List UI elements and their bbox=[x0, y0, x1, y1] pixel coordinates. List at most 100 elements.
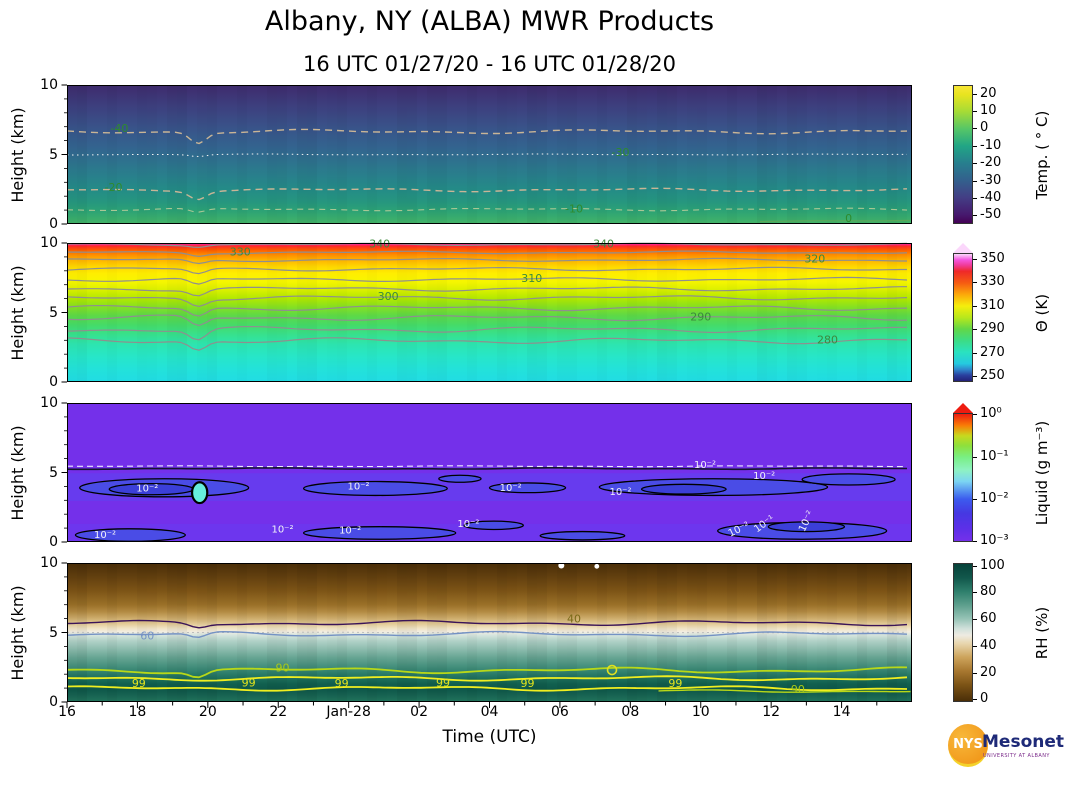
x-tick-label: 18 bbox=[128, 704, 147, 720]
cloud-dot bbox=[594, 563, 600, 569]
colorbar-tick-mark bbox=[973, 376, 977, 378]
liquid-blob bbox=[463, 520, 524, 531]
y-tick-label: 10 bbox=[40, 555, 58, 571]
colorbar-tick-label: 0 bbox=[980, 120, 989, 136]
logo-circle: NYS bbox=[948, 724, 988, 767]
contour-line bbox=[66, 337, 908, 351]
contour-line bbox=[66, 153, 907, 157]
contour-label: 99 bbox=[436, 677, 450, 690]
contour-label: 10⁻² bbox=[694, 460, 716, 471]
contour-label: 99 bbox=[132, 677, 146, 690]
contour-label: 10⁻² bbox=[94, 530, 116, 541]
colorbar-liquid: 10⁰ 10⁻¹ 10⁻² 10⁻³ Liquid (g m⁻³) bbox=[953, 403, 1066, 548]
colorbar-tick-label: 20 bbox=[980, 664, 997, 680]
contour-label: 99 bbox=[242, 677, 256, 690]
colorbar-rh: 100 80 60 40 20 0 RH (%) bbox=[953, 558, 1066, 706]
colorbar-tick-mark bbox=[973, 215, 977, 217]
contour-line bbox=[658, 689, 911, 693]
contour-line bbox=[66, 326, 907, 341]
contour-label: 290 bbox=[690, 310, 711, 323]
colorbar-tick-label: 100 bbox=[980, 557, 1005, 573]
colorbar-temperature: 20 10 0 -10 -20 -30 -40 -50 Temp. ( ° C) bbox=[953, 85, 1066, 224]
colorbar-tick-label: 10⁻² bbox=[980, 491, 1009, 507]
contour-line bbox=[759, 219, 910, 223]
liquid-blob bbox=[640, 483, 727, 495]
colorbar-gradient bbox=[953, 563, 973, 702]
temperature-field bbox=[67, 85, 912, 224]
colorbar-tick-label: -10 bbox=[980, 137, 1002, 153]
x-tick-label: 12 bbox=[762, 704, 781, 720]
y-tick-label: 10 bbox=[40, 77, 58, 93]
colorbar-tick-label: 10⁰ bbox=[980, 406, 1002, 422]
contour-line bbox=[66, 666, 908, 679]
colorbar-tick-label: 330 bbox=[980, 274, 1005, 290]
colorbar-tick-label: 350 bbox=[980, 250, 1005, 266]
contour-label: 320 bbox=[804, 253, 825, 266]
colorbar-unit-label: Temp. ( ° C) bbox=[1033, 110, 1051, 199]
contour-line bbox=[66, 675, 908, 682]
contour-label: 0 bbox=[845, 212, 852, 225]
colorbar-tick-label: -40 bbox=[980, 189, 1002, 205]
y-tick-label: 0 bbox=[49, 694, 58, 710]
cloud-dot bbox=[558, 562, 565, 569]
x-tick-label: 10 bbox=[691, 704, 710, 720]
colorbar-tick-mark bbox=[973, 414, 977, 416]
colorbar-tick-label: 290 bbox=[980, 321, 1005, 337]
contour-ring bbox=[606, 664, 618, 676]
contour-label: 10⁻² bbox=[136, 483, 158, 494]
y-axis-title: Height (km) bbox=[8, 424, 27, 521]
colorbar-tick-mark bbox=[973, 180, 977, 182]
colorbar-tick-mark bbox=[973, 163, 977, 165]
contour-label: 10⁻² bbox=[753, 471, 775, 482]
contour-label: 99 bbox=[335, 677, 349, 690]
liquid-field bbox=[67, 403, 912, 542]
colorbar-tick-mark bbox=[973, 592, 977, 594]
y-axis-title: Height (km) bbox=[8, 106, 27, 203]
contour-line bbox=[66, 128, 908, 145]
x-tick-label: 20 bbox=[198, 704, 217, 720]
contour-label: 90 bbox=[275, 661, 289, 674]
plot-border bbox=[67, 403, 912, 542]
colorbar-tick-mark bbox=[973, 540, 977, 542]
y-axis-title: Height (km) bbox=[8, 584, 27, 681]
colorbar-tick-label: 10⁻¹ bbox=[980, 448, 1009, 464]
theta-field bbox=[67, 243, 912, 382]
liquid-blob bbox=[488, 482, 567, 494]
y-axis-ticks: 10 5 0 bbox=[28, 235, 58, 390]
y-axis-ticks: 10 5 0 bbox=[28, 77, 58, 232]
contour-label: -10 bbox=[565, 202, 583, 215]
colorbar-unit-label: Liquid (g m⁻³) bbox=[1033, 420, 1051, 525]
plot-border bbox=[67, 243, 912, 382]
y-axis-title: Height (km) bbox=[8, 264, 27, 361]
colorbar-gradient bbox=[953, 85, 973, 224]
liquid-blob bbox=[190, 481, 209, 505]
x-tick-label: 14 bbox=[832, 704, 851, 720]
x-tick-label: 08 bbox=[621, 704, 640, 720]
contour-label: 99 bbox=[521, 677, 535, 690]
colorbar-tick-mark bbox=[973, 197, 977, 199]
colorbar-tick-label: 0 bbox=[980, 691, 989, 707]
colorbar-tick-mark bbox=[973, 645, 977, 647]
contour-label: 10⁻² bbox=[457, 519, 479, 530]
contour-line bbox=[66, 266, 907, 275]
panel-row-theta: Height (km) 10 5 0 330 340 340 320 310 300 290 28… bbox=[0, 235, 1066, 390]
colorbar-tick-mark bbox=[973, 305, 977, 307]
contour-line bbox=[66, 467, 907, 471]
y-tick-label: 5 bbox=[49, 464, 58, 481]
colorbar-arrow bbox=[953, 243, 973, 253]
contour-label: 10⁻² bbox=[500, 483, 522, 494]
colorbar-tick-mark bbox=[973, 619, 977, 621]
contour-label: 10⁻² bbox=[339, 526, 361, 537]
liquid-band bbox=[67, 523, 912, 542]
colorbar-tick-label: -50 bbox=[980, 207, 1002, 223]
colorbar-tick-mark bbox=[973, 329, 977, 331]
contour-label: 10⁻² bbox=[348, 482, 370, 493]
liquid-blob bbox=[801, 473, 896, 486]
mesonet-logo: NYS Mesonet UNIVERSITY AT ALBANY bbox=[946, 720, 1064, 786]
contour-line bbox=[67, 465, 908, 468]
x-tick-label: Jan-28 bbox=[326, 704, 371, 720]
contour-line bbox=[66, 242, 908, 248]
y-tick-label: 0 bbox=[49, 534, 58, 550]
contour-line bbox=[66, 630, 908, 638]
